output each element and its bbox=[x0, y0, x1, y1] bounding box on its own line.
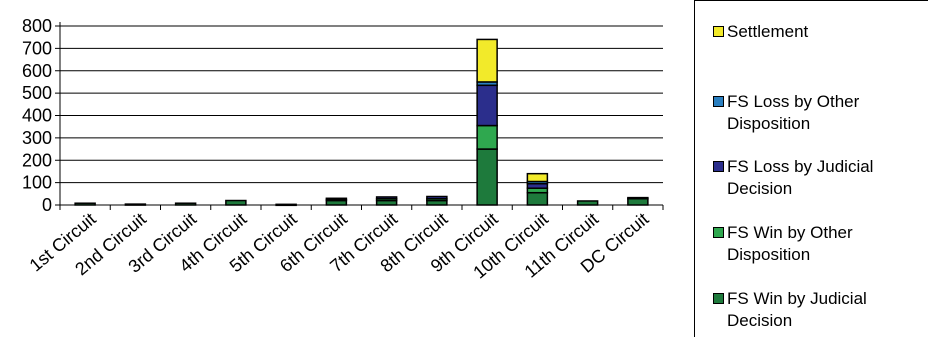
legend-label-settlement: Settlement bbox=[727, 22, 809, 41]
bar-segment bbox=[627, 196, 649, 200]
y-tick-label: 800 bbox=[22, 16, 52, 36]
legend-item-fs-win-other: FS Win by Other Disposition bbox=[713, 222, 922, 266]
bar-segment bbox=[627, 197, 649, 206]
y-tick-label: 400 bbox=[22, 106, 52, 126]
bar-segment bbox=[476, 38, 498, 83]
y-tick-label: 600 bbox=[22, 61, 52, 81]
legend-item-fs-win-judicial: FS Win by Judicial Decision bbox=[713, 288, 922, 332]
bar-segment bbox=[476, 84, 498, 127]
legend-swatch-fs-win-judicial bbox=[713, 293, 724, 304]
y-tick-label: 700 bbox=[22, 38, 52, 58]
bar-segment bbox=[225, 199, 247, 206]
legend-label-fs-loss-other: FS Loss by Other Disposition bbox=[727, 92, 860, 133]
bar-segment bbox=[476, 148, 498, 206]
legend-swatch-fs-loss-other bbox=[713, 96, 724, 107]
bar-segment bbox=[325, 197, 348, 201]
legend-label-fs-win-other: FS Win by Other Disposition bbox=[727, 223, 853, 264]
bar-segment bbox=[426, 195, 448, 200]
bar-segment bbox=[526, 191, 549, 206]
legend-swatch-fs-loss-judicial bbox=[713, 161, 724, 172]
bar-segment bbox=[576, 200, 599, 206]
y-tick-label: 300 bbox=[22, 128, 52, 148]
legend-item-settlement: Settlement bbox=[713, 21, 922, 43]
bar-segment bbox=[375, 196, 398, 200]
legend-label-fs-win-judicial: FS Win by Judicial Decision bbox=[727, 289, 867, 330]
bars bbox=[74, 38, 649, 207]
legend-swatch-fs-win-other bbox=[713, 227, 724, 238]
y-tick-label: 100 bbox=[22, 173, 52, 193]
legend-label-fs-loss-judicial: FS Loss by Judicial Decision bbox=[727, 157, 874, 198]
legend-swatch-settlement bbox=[713, 26, 724, 37]
legend-item-fs-loss-judicial: FS Loss by Judicial Decision bbox=[713, 156, 922, 200]
legend: Settlement FS Loss by Other Disposition … bbox=[694, 0, 928, 337]
bar-segment bbox=[476, 124, 498, 150]
bar-segment bbox=[526, 172, 549, 183]
y-tick-label: 0 bbox=[42, 195, 52, 215]
axes bbox=[55, 22, 664, 210]
legend-item-fs-loss-other: FS Loss by Other Disposition bbox=[713, 91, 922, 135]
gridlines bbox=[60, 25, 663, 184]
y-tick-label: 200 bbox=[22, 150, 52, 170]
y-tick-label: 500 bbox=[22, 83, 52, 103]
